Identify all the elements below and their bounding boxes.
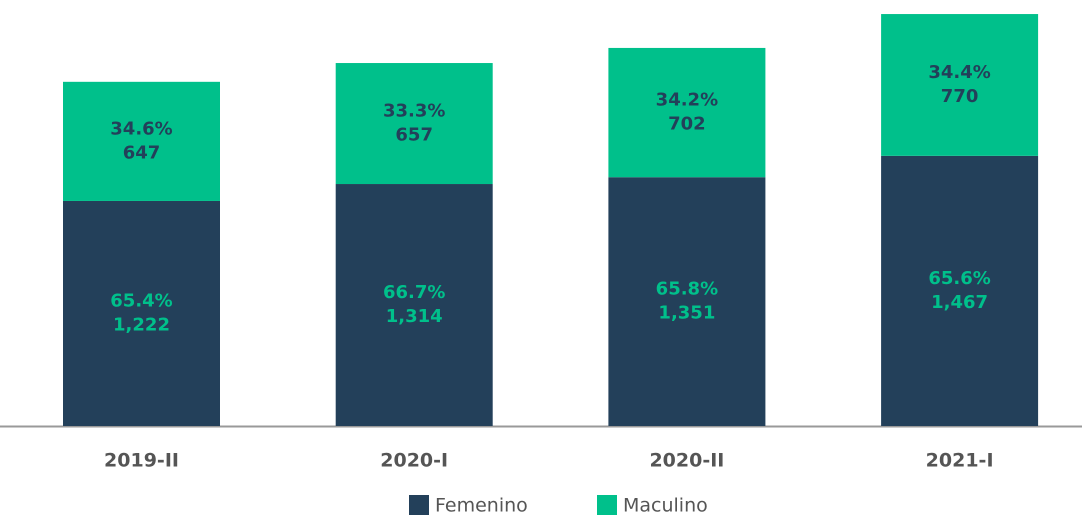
share-label: 33.3%	[383, 101, 445, 122]
value-label: 770	[941, 86, 979, 107]
share-label: 34.6%	[110, 118, 172, 139]
x-tick-label: 2020-II	[649, 450, 724, 472]
legend-label: Femenino	[435, 495, 528, 516]
bar-segment	[608, 177, 766, 426]
bar-segment	[881, 14, 1039, 156]
share-label: 34.2%	[656, 90, 718, 111]
value-label: 1,351	[658, 303, 715, 324]
legend-swatch	[409, 495, 429, 515]
value-label: 657	[395, 125, 433, 146]
bar-segment	[63, 200, 220, 426]
bar-segment	[335, 63, 493, 185]
value-label: 702	[668, 114, 706, 135]
legend-swatch	[597, 495, 617, 515]
share-label: 65.4%	[110, 290, 172, 311]
share-label: 66.7%	[383, 282, 445, 303]
share-label: 34.4%	[928, 62, 990, 83]
bar-segment	[63, 81, 220, 201]
legend-label: Maculino	[623, 495, 708, 516]
bar-segment	[608, 47, 766, 178]
bar-segment	[881, 155, 1039, 426]
x-tick-label: 2019-II	[104, 450, 179, 472]
x-tick-label: 2021-I	[926, 450, 994, 472]
share-label: 65.8%	[656, 279, 718, 300]
value-label: 647	[123, 142, 161, 163]
bar-segment	[335, 184, 493, 426]
share-label: 65.6%	[928, 268, 990, 289]
x-tick-label: 2020-I	[380, 450, 448, 472]
value-label: 1,222	[113, 314, 170, 335]
value-label: 1,467	[931, 292, 988, 313]
value-label: 1,314	[386, 306, 443, 327]
